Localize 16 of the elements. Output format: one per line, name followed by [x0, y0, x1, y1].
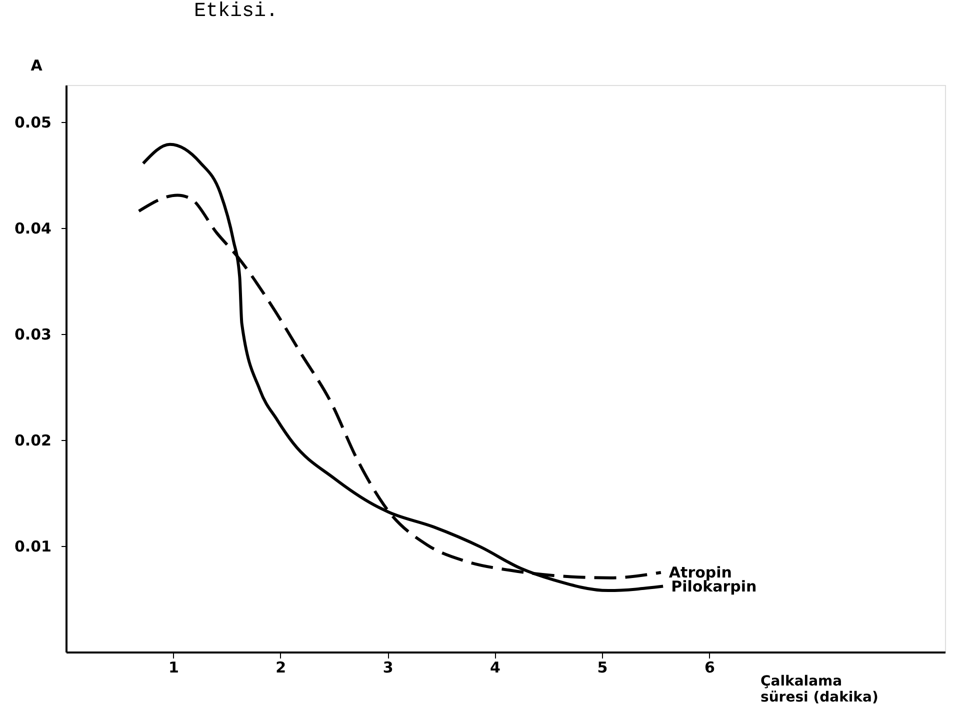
y-axis-title: A	[30, 56, 43, 74]
x-tick-label: 6	[704, 658, 715, 676]
x-tick-label: 4	[490, 658, 500, 676]
y-tick-label: 0.02	[14, 432, 52, 450]
y-tick-label: 0.01	[14, 538, 52, 556]
chart-title: Etkisi.	[194, 0, 278, 23]
x-tick-label: 5	[597, 658, 608, 676]
line-series	[142, 142, 665, 592]
x-tick-label: 1	[168, 658, 179, 676]
y-tick-label: 0.03	[14, 326, 52, 344]
y-tick-label: 0.04	[14, 220, 52, 238]
x-tick-label: 2	[276, 658, 286, 676]
series-label: Atropin	[668, 564, 732, 582]
x-tick-label: 3	[382, 658, 394, 676]
x-axis-title: Çalkalama süresi (dakika)	[760, 674, 878, 706]
y-tick-label: 0.05	[14, 114, 52, 132]
